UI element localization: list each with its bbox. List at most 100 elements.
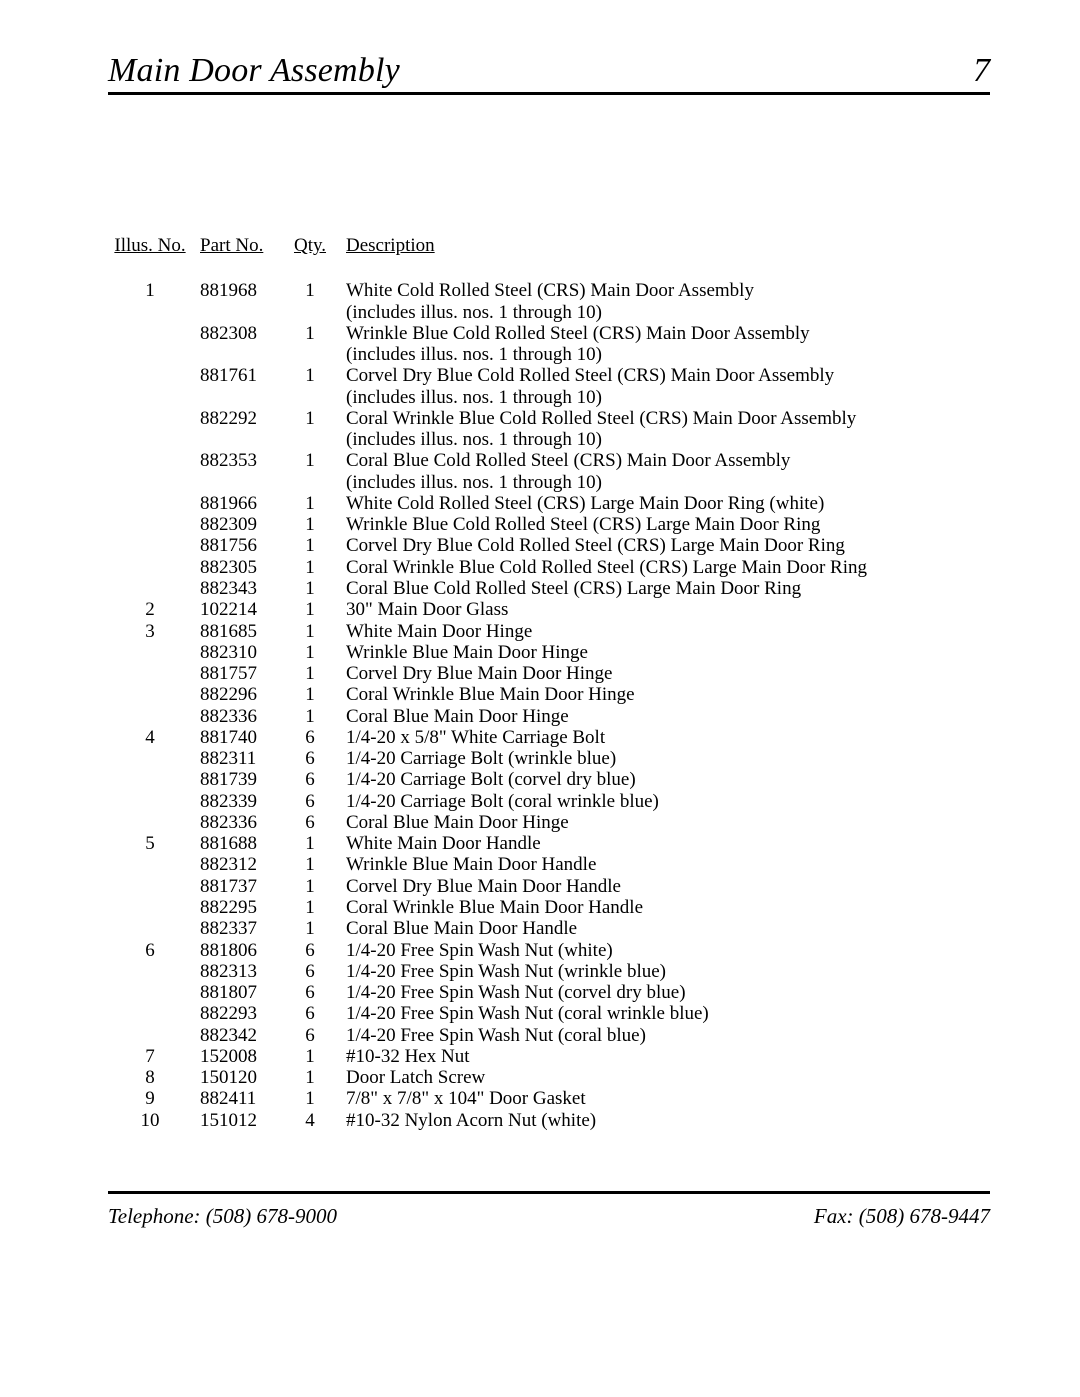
cell-illus xyxy=(110,876,200,897)
cell-qty: 6 xyxy=(288,748,338,769)
cell-illus xyxy=(110,535,200,556)
cell-part: 881685 xyxy=(200,621,288,642)
cell-qty: 1 xyxy=(288,854,338,875)
cell-illus xyxy=(110,748,200,769)
cell-desc: 1/4-20 Free Spin Wash Nut (white) xyxy=(338,940,990,961)
cell-desc: Coral Blue Main Door Hinge xyxy=(338,812,990,833)
cell-illus: 9 xyxy=(110,1088,200,1109)
cell-illus xyxy=(110,450,200,471)
cell-qty: 1 xyxy=(288,1046,338,1067)
cell-illus: 2 xyxy=(110,599,200,620)
page-number: 7 xyxy=(973,52,990,90)
cell-desc: 1/4-20 Free Spin Wash Nut (wrinkle blue) xyxy=(338,961,990,982)
cell-desc: Coral Blue Main Door Handle xyxy=(338,918,990,939)
cell-illus xyxy=(110,706,200,727)
footer-fax: Fax: (508) 678-9447 xyxy=(814,1204,990,1229)
cell-part: 881807 xyxy=(200,982,288,1003)
cell-qty: 1 xyxy=(288,876,338,897)
table-row-subnote: (includes illus. nos. 1 through 10) xyxy=(110,472,990,493)
cell-part: 152008 xyxy=(200,1046,288,1067)
cell-qty: 6 xyxy=(288,812,338,833)
table-row-subnote: (includes illus. nos. 1 through 10) xyxy=(110,387,990,408)
cell-qty: 1 xyxy=(288,599,338,620)
table-row: 8817571Corvel Dry Blue Main Door Hinge xyxy=(110,663,990,684)
cell-qty: 1 xyxy=(288,1067,338,1088)
cell-qty: 6 xyxy=(288,791,338,812)
cell-part: 151012 xyxy=(200,1110,288,1131)
table-header-row: Illus. No. Part No. Qty. Description xyxy=(110,235,990,256)
cell-illus xyxy=(110,684,200,705)
cell-qty: 1 xyxy=(288,897,338,918)
cell-desc: White Cold Rolled Steel (CRS) Large Main… xyxy=(338,493,990,514)
table-row: 688180661/4-20 Free Spin Wash Nut (white… xyxy=(110,940,990,961)
cell-part: 881806 xyxy=(200,940,288,961)
cell-desc-sub: (includes illus. nos. 1 through 10) xyxy=(338,387,990,408)
table-row: 8817611Corvel Dry Blue Cold Rolled Steel… xyxy=(110,365,990,386)
table-row: 88231161/4-20 Carriage Bolt (wrinkle blu… xyxy=(110,748,990,769)
cell-qty: 6 xyxy=(288,727,338,748)
cell-desc: Coral Wrinkle Blue Cold Rolled Steel (CR… xyxy=(338,408,990,429)
table-row: 8823531Coral Blue Cold Rolled Steel (CRS… xyxy=(110,450,990,471)
cell-part: 881688 xyxy=(200,833,288,854)
parts-table: Illus. No. Part No. Qty. Description 188… xyxy=(110,235,990,1131)
cell-illus xyxy=(110,578,200,599)
cell-part: 881757 xyxy=(200,663,288,684)
cell-illus xyxy=(110,791,200,812)
cell-qty: 1 xyxy=(288,493,338,514)
cell-qty: 1 xyxy=(288,514,338,535)
cell-illus xyxy=(110,982,200,1003)
table-row: 8822921Coral Wrinkle Blue Cold Rolled St… xyxy=(110,408,990,429)
cell-part: 882305 xyxy=(200,557,288,578)
cell-illus xyxy=(110,493,200,514)
table-row: 8823081Wrinkle Blue Cold Rolled Steel (C… xyxy=(110,323,990,344)
cell-desc: Corvel Dry Blue Main Door Handle xyxy=(338,876,990,897)
cell-part: 882339 xyxy=(200,791,288,812)
cell-part: 882336 xyxy=(200,812,288,833)
cell-desc: Wrinkle Blue Cold Rolled Steel (CRS) Lar… xyxy=(338,514,990,535)
table-body: 18819681White Cold Rolled Steel (CRS) Ma… xyxy=(110,280,990,1131)
cell-illus: 7 xyxy=(110,1046,200,1067)
cell-desc: 1/4-20 Free Spin Wash Nut (corvel dry bl… xyxy=(338,982,990,1003)
cell-qty: 1 xyxy=(288,408,338,429)
cell-desc: Corvel Dry Blue Main Door Hinge xyxy=(338,663,990,684)
cell-qty: 4 xyxy=(288,1110,338,1131)
table-row-subnote: (includes illus. nos. 1 through 10) xyxy=(110,344,990,365)
cell-desc-sub: (includes illus. nos. 1 through 10) xyxy=(338,429,990,450)
cell-illus: 8 xyxy=(110,1067,200,1088)
cell-qty: 6 xyxy=(288,961,338,982)
cell-desc: Wrinkle Blue Cold Rolled Steel (CRS) Mai… xyxy=(338,323,990,344)
cell-desc: 1/4-20 Free Spin Wash Nut (coral blue) xyxy=(338,1025,990,1046)
cell-illus xyxy=(110,812,200,833)
cell-illus: 3 xyxy=(110,621,200,642)
cell-qty: 6 xyxy=(288,940,338,961)
cell-qty: 1 xyxy=(288,621,338,642)
cell-illus xyxy=(110,642,200,663)
table-row: 38816851White Main Door Hinge xyxy=(110,621,990,642)
page-footer: Telephone: (508) 678-9000 Fax: (508) 678… xyxy=(108,1191,990,1229)
cell-part: 882313 xyxy=(200,961,288,982)
cell-desc-sub: (includes illus. nos. 1 through 10) xyxy=(338,472,990,493)
cell-qty: 1 xyxy=(288,706,338,727)
table-row: 88231361/4-20 Free Spin Wash Nut (wrinkl… xyxy=(110,961,990,982)
table-row: 88229361/4-20 Free Spin Wash Nut (coral … xyxy=(110,1003,990,1024)
table-row: 8823366Coral Blue Main Door Hinge xyxy=(110,812,990,833)
cell-illus xyxy=(110,769,200,790)
cell-part: 882309 xyxy=(200,514,288,535)
cell-illus: 6 xyxy=(110,940,200,961)
cell-qty: 6 xyxy=(288,1025,338,1046)
col-header-part: Part No. xyxy=(200,235,288,256)
cell-part: 882296 xyxy=(200,684,288,705)
cell-part: 882311 xyxy=(200,748,288,769)
cell-qty: 1 xyxy=(288,684,338,705)
cell-part: 150120 xyxy=(200,1067,288,1088)
cell-qty: 1 xyxy=(288,833,338,854)
page-header: Main Door Assembly 7 xyxy=(108,52,990,95)
cell-part: 882337 xyxy=(200,918,288,939)
cell-illus xyxy=(110,897,200,918)
cell-desc: 1/4-20 x 5/8" White Carriage Bolt xyxy=(338,727,990,748)
table-row: 8817371Corvel Dry Blue Main Door Handle xyxy=(110,876,990,897)
cell-illus: 5 xyxy=(110,833,200,854)
cell-part: 881966 xyxy=(200,493,288,514)
cell-desc-sub: (includes illus. nos. 1 through 10) xyxy=(338,344,990,365)
cell-part: 882353 xyxy=(200,450,288,471)
